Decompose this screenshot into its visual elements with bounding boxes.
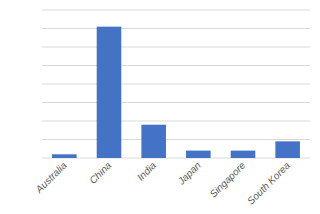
bars [52, 27, 300, 158]
x-tick-label: China [87, 159, 114, 186]
grid-line [42, 28, 310, 29]
grid-line [42, 139, 310, 140]
x-tick-label: Singapore [207, 159, 247, 199]
grid-line [42, 65, 310, 66]
grid-line [42, 47, 310, 48]
bar [231, 151, 256, 158]
bar [186, 151, 211, 158]
grid-line [42, 10, 310, 11]
grid-line [42, 84, 310, 85]
bar [141, 125, 166, 158]
x-tick-labels: Australia China India JapanSingaporeSouth K… [33, 159, 293, 206]
bar [97, 27, 122, 158]
x-tick-label: India [135, 159, 158, 182]
grid-line [42, 158, 310, 159]
grid [42, 10, 310, 158]
grid-line [42, 121, 310, 122]
x-tick-label: South Korea [245, 159, 292, 206]
x-tick-label: Japan [175, 159, 203, 187]
grid-line [42, 102, 310, 103]
x-tick-label: Australia [33, 159, 69, 195]
chart: Australia China India JapanSingaporeSouth K… [0, 0, 320, 214]
bar [52, 154, 77, 158]
bar [275, 141, 300, 158]
